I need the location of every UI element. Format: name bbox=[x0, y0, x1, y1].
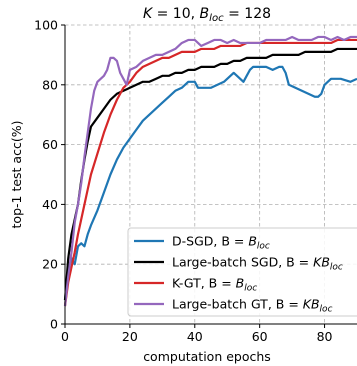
series-line-3 bbox=[63, 38, 357, 307]
x-tick-label: 20 bbox=[122, 329, 138, 344]
y-tick-label: 100 bbox=[34, 18, 58, 33]
series-line-1 bbox=[63, 65, 357, 301]
x-tick-label: 80 bbox=[317, 329, 333, 344]
series-line-2 bbox=[63, 47, 357, 301]
axes bbox=[64, 25, 357, 325]
y-tick-label: 80 bbox=[42, 77, 58, 92]
x-axis-label: computation epochs bbox=[143, 349, 271, 364]
legend-label: Large-batch GT, B = KBloc​ bbox=[172, 297, 333, 315]
y-tick-label: 40 bbox=[42, 197, 58, 212]
ticks: 0 20 40 60 80 0 20 40 60 80 100 bbox=[34, 18, 332, 345]
legend-label: K-GT, B = Bloc​ bbox=[172, 276, 257, 294]
chart-title: K = 10, Bloc​ = 128 bbox=[143, 6, 271, 24]
x-tick-label: 40 bbox=[187, 329, 203, 344]
y-axis-label: top-1 test acc(%) bbox=[9, 121, 24, 229]
legend: D-SGD, B = Bloc​ Large-batch SGD, B = KBl… bbox=[127, 227, 357, 317]
legend-label: D-SGD, B = Bloc​ bbox=[172, 234, 270, 252]
y-tick-label: 20 bbox=[42, 257, 58, 272]
series-line-4 bbox=[63, 35, 357, 307]
x-tick-label: 0 bbox=[61, 329, 69, 344]
series-layer bbox=[63, 35, 357, 307]
y-tick-label: 0 bbox=[50, 317, 58, 332]
legend-box bbox=[127, 227, 357, 317]
legend-label: Large-batch SGD, B = KBloc​ bbox=[172, 255, 343, 273]
x-tick-label: 60 bbox=[252, 329, 268, 344]
y-tick-label: 60 bbox=[42, 137, 58, 152]
